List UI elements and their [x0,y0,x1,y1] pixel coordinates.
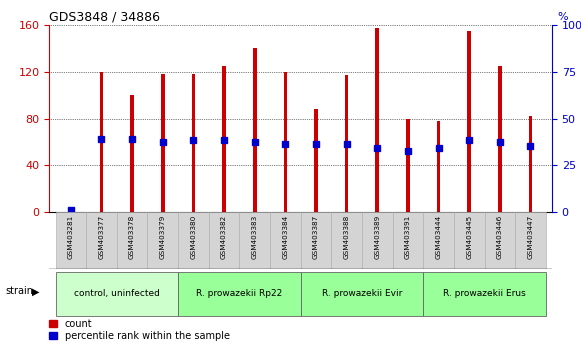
Bar [406,119,410,212]
Text: GSM403387: GSM403387 [313,215,319,259]
Text: ▶: ▶ [32,286,40,296]
Text: R. prowazekii Evir: R. prowazekii Evir [322,289,402,298]
Text: GSM403379: GSM403379 [160,215,166,259]
Text: strain: strain [6,286,34,296]
Bar [100,72,103,212]
Text: %: % [558,12,568,22]
Bar [393,212,423,269]
Bar [485,212,515,269]
Bar [69,210,73,212]
Bar [284,72,287,212]
Text: GDS3848 / 34886: GDS3848 / 34886 [49,11,160,24]
Text: R. prowazekii Erus: R. prowazekii Erus [443,289,526,298]
Bar [56,212,86,269]
Text: GSM403384: GSM403384 [282,215,288,259]
Bar [222,66,226,212]
Bar [345,75,349,212]
Bar [301,212,331,269]
Bar [362,212,393,269]
Bar [529,116,532,212]
Bar [467,31,471,212]
Bar [161,74,164,212]
Text: GSM403377: GSM403377 [99,215,105,259]
Bar [375,28,379,212]
Bar [178,212,209,269]
Bar [301,272,423,316]
Text: GSM403378: GSM403378 [129,215,135,259]
Text: GSM403391: GSM403391 [405,215,411,259]
Bar [515,212,546,269]
Bar [437,121,440,212]
Bar [423,272,546,316]
Bar [130,95,134,212]
Text: GSM403382: GSM403382 [221,215,227,259]
Bar [117,212,148,269]
Bar [209,212,239,269]
Legend: count, percentile rank within the sample: count, percentile rank within the sample [49,319,230,341]
Bar [454,212,485,269]
Bar [192,74,195,212]
Bar [56,272,178,316]
Bar [239,212,270,269]
Text: GSM403389: GSM403389 [374,215,381,259]
Bar [253,48,257,212]
Text: R. prowazekii Rp22: R. prowazekii Rp22 [196,289,282,298]
Bar [148,212,178,269]
Bar [498,66,501,212]
Bar [314,109,318,212]
Bar [86,212,117,269]
Bar [331,212,362,269]
Text: GSM403388: GSM403388 [343,215,350,259]
Text: control, uninfected: control, uninfected [74,289,160,298]
Text: GSM403447: GSM403447 [528,215,533,259]
Bar [178,272,301,316]
Text: GSM403383: GSM403383 [252,215,258,259]
Text: GSM403281: GSM403281 [68,215,74,259]
Text: GSM403445: GSM403445 [466,215,472,259]
Bar [423,212,454,269]
Text: GSM403444: GSM403444 [436,215,442,259]
Text: GSM403380: GSM403380 [191,215,196,259]
Bar [270,212,301,269]
Text: GSM403446: GSM403446 [497,215,503,259]
